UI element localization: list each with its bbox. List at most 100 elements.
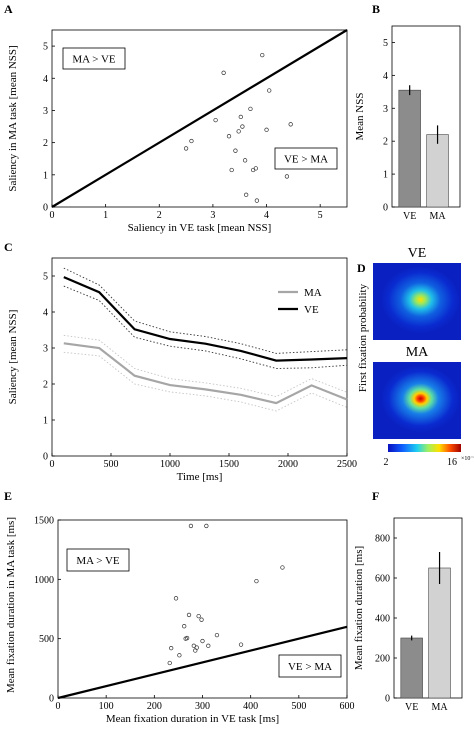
panel-letter: A [4, 2, 13, 16]
y-axis-title: Mean NSS [354, 93, 366, 141]
y-tick-label: 1000 [34, 575, 54, 586]
panel-b: B 0 1 2 3 4 5 VE MA Mean NSS [354, 2, 461, 222]
y-tick-label: 5 [43, 272, 48, 283]
panel-letter: E [4, 489, 12, 503]
annotation-label: MA > VE [72, 54, 116, 66]
y-tick-label: 3 [43, 106, 48, 117]
heatmap-title: MA [406, 345, 429, 360]
colorbar-exponent: ×10⁻⁶ [461, 456, 474, 462]
scatter-point [189, 138, 194, 144]
scatter-point [182, 624, 187, 629]
x-tick-label: 5 [318, 210, 323, 221]
ci-lower-line [63, 351, 348, 412]
y-tick-label: 4 [43, 308, 48, 319]
scatter-point [200, 638, 205, 644]
heatmap-blob [379, 267, 459, 335]
y-tick-label: 0 [385, 694, 390, 705]
x-tick-label: 600 [340, 701, 355, 712]
annotation-box [62, 47, 126, 70]
panel-letter: D [357, 261, 366, 275]
scatter-point [204, 523, 209, 529]
plot-frame [51, 29, 348, 208]
scatter-point [280, 565, 285, 570]
x-tick-label: 200 [147, 701, 162, 712]
scatter-point [183, 146, 189, 151]
legend-label: VE [304, 304, 319, 316]
x-tick-label: 2 [157, 210, 162, 221]
x-axis-title: Saliency in VE task [mean NSS] [128, 222, 272, 234]
scatter-point [169, 646, 174, 651]
scatter-point [236, 129, 241, 134]
scatter-point [264, 127, 269, 132]
y-tick-label: 0 [49, 694, 54, 705]
scatter-point [194, 645, 199, 650]
scatter-point [188, 523, 194, 529]
y-tick-label: 3 [383, 104, 388, 115]
scatter-point [254, 578, 259, 584]
panel-letter: C [4, 240, 13, 254]
y-tick-label: 200 [375, 654, 390, 665]
y-tick-label: 500 [39, 634, 54, 645]
scatter-point [229, 167, 234, 173]
bar [428, 567, 451, 699]
y-axis-title: Saliency in MA task [mean NSS] [7, 45, 19, 191]
scatter-point [240, 124, 245, 129]
colorbar [388, 444, 461, 452]
plot-frame [51, 257, 348, 457]
scatter-point [186, 612, 192, 618]
panel-e: E 0 100 200 300 400 500 600 0 500 1000 1500 MA > VE V… [4, 489, 355, 725]
annotation-box [274, 147, 338, 170]
x-tick-label: 3 [210, 210, 215, 221]
heatmap-blob [379, 366, 459, 434]
x-category-label: MA [431, 702, 448, 713]
bar [400, 637, 423, 699]
x-tick-label: 0 [50, 210, 55, 221]
panel-a: A 0 1 2 3 4 5 0 1 2 3 4 5 MA > VE VE > MA Saliency in M… [4, 2, 348, 234]
scatter-point [196, 613, 201, 619]
x-tick-label: 400 [243, 701, 258, 712]
annotation-box [66, 548, 130, 572]
x-tick-label: 500 [291, 701, 306, 712]
scatter-point [213, 117, 218, 123]
x-category-label: VE [405, 702, 418, 713]
scatter-point [242, 158, 248, 163]
x-tick-label: 500 [104, 459, 119, 470]
plot-frame [391, 25, 461, 208]
annotation-box [278, 654, 342, 678]
scatter-point [184, 635, 190, 641]
x-tick-label: 0 [50, 459, 55, 470]
y-tick-label: 1500 [34, 516, 54, 527]
y-axis-title: Saliency [mean NSS] [7, 310, 19, 405]
scatter-point [199, 617, 204, 622]
diagonal-line [51, 29, 348, 208]
scatter-point [238, 642, 244, 647]
x-tick-label: 300 [195, 701, 210, 712]
scatter-point [214, 632, 220, 638]
ci-upper-line [63, 267, 348, 354]
x-tick-label: 100 [99, 701, 114, 712]
colorbar-min-label: 2 [384, 457, 389, 468]
y-tick-label: 3 [43, 344, 48, 355]
scatter-point [284, 174, 290, 179]
y-tick-label: 1 [383, 170, 388, 181]
scatter-point [244, 192, 249, 197]
panel-f: F 0 200 400 600 800 VE MA Mean fixation duration… [353, 489, 463, 713]
scatter-point [260, 52, 265, 58]
y-tick-label: 2 [43, 380, 48, 391]
annotation-label: VE > MA [284, 154, 328, 166]
colorbar-max-label: 16 [447, 457, 457, 468]
scatter-point [221, 70, 226, 75]
y-tick-label: 2 [383, 137, 388, 148]
y-tick-label: 800 [375, 534, 390, 545]
ci-upper-line [63, 334, 348, 398]
y-axis-title: First fixation probability [357, 283, 369, 392]
y-tick-label: 1 [43, 170, 48, 181]
panel-c: C 0 500 1000 1500 2000 2500 0 1 2 3 4 5 MA VE Saliency … [4, 240, 357, 483]
scatter-point [226, 134, 232, 139]
scatter-point [167, 660, 172, 666]
y-tick-label: 4 [383, 71, 388, 82]
diagonal-line [57, 625, 348, 700]
y-tick-label: 5 [43, 42, 48, 53]
x-tick-label: 1000 [160, 459, 180, 470]
